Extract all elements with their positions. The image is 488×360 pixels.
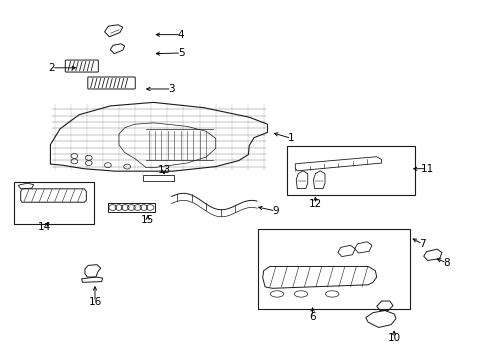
Text: 13: 13 xyxy=(157,165,170,175)
Text: 3: 3 xyxy=(168,84,175,94)
FancyBboxPatch shape xyxy=(65,60,98,72)
Text: 15: 15 xyxy=(141,215,154,225)
Text: 16: 16 xyxy=(88,297,102,307)
Text: 5: 5 xyxy=(178,48,184,58)
Text: 8: 8 xyxy=(443,258,449,268)
Text: 10: 10 xyxy=(386,333,400,343)
Text: 9: 9 xyxy=(272,206,278,216)
Bar xyxy=(142,175,174,181)
Text: 12: 12 xyxy=(308,199,322,209)
Text: 4: 4 xyxy=(178,30,184,40)
Bar xyxy=(108,203,155,212)
Text: 7: 7 xyxy=(419,239,425,249)
Text: 2: 2 xyxy=(48,63,55,73)
Text: 11: 11 xyxy=(420,164,433,174)
Text: 14: 14 xyxy=(38,221,51,231)
Bar xyxy=(257,229,409,309)
Bar xyxy=(286,146,414,195)
Text: 1: 1 xyxy=(287,133,294,143)
Text: 6: 6 xyxy=(308,312,315,322)
Bar xyxy=(14,183,94,224)
FancyBboxPatch shape xyxy=(88,77,135,89)
